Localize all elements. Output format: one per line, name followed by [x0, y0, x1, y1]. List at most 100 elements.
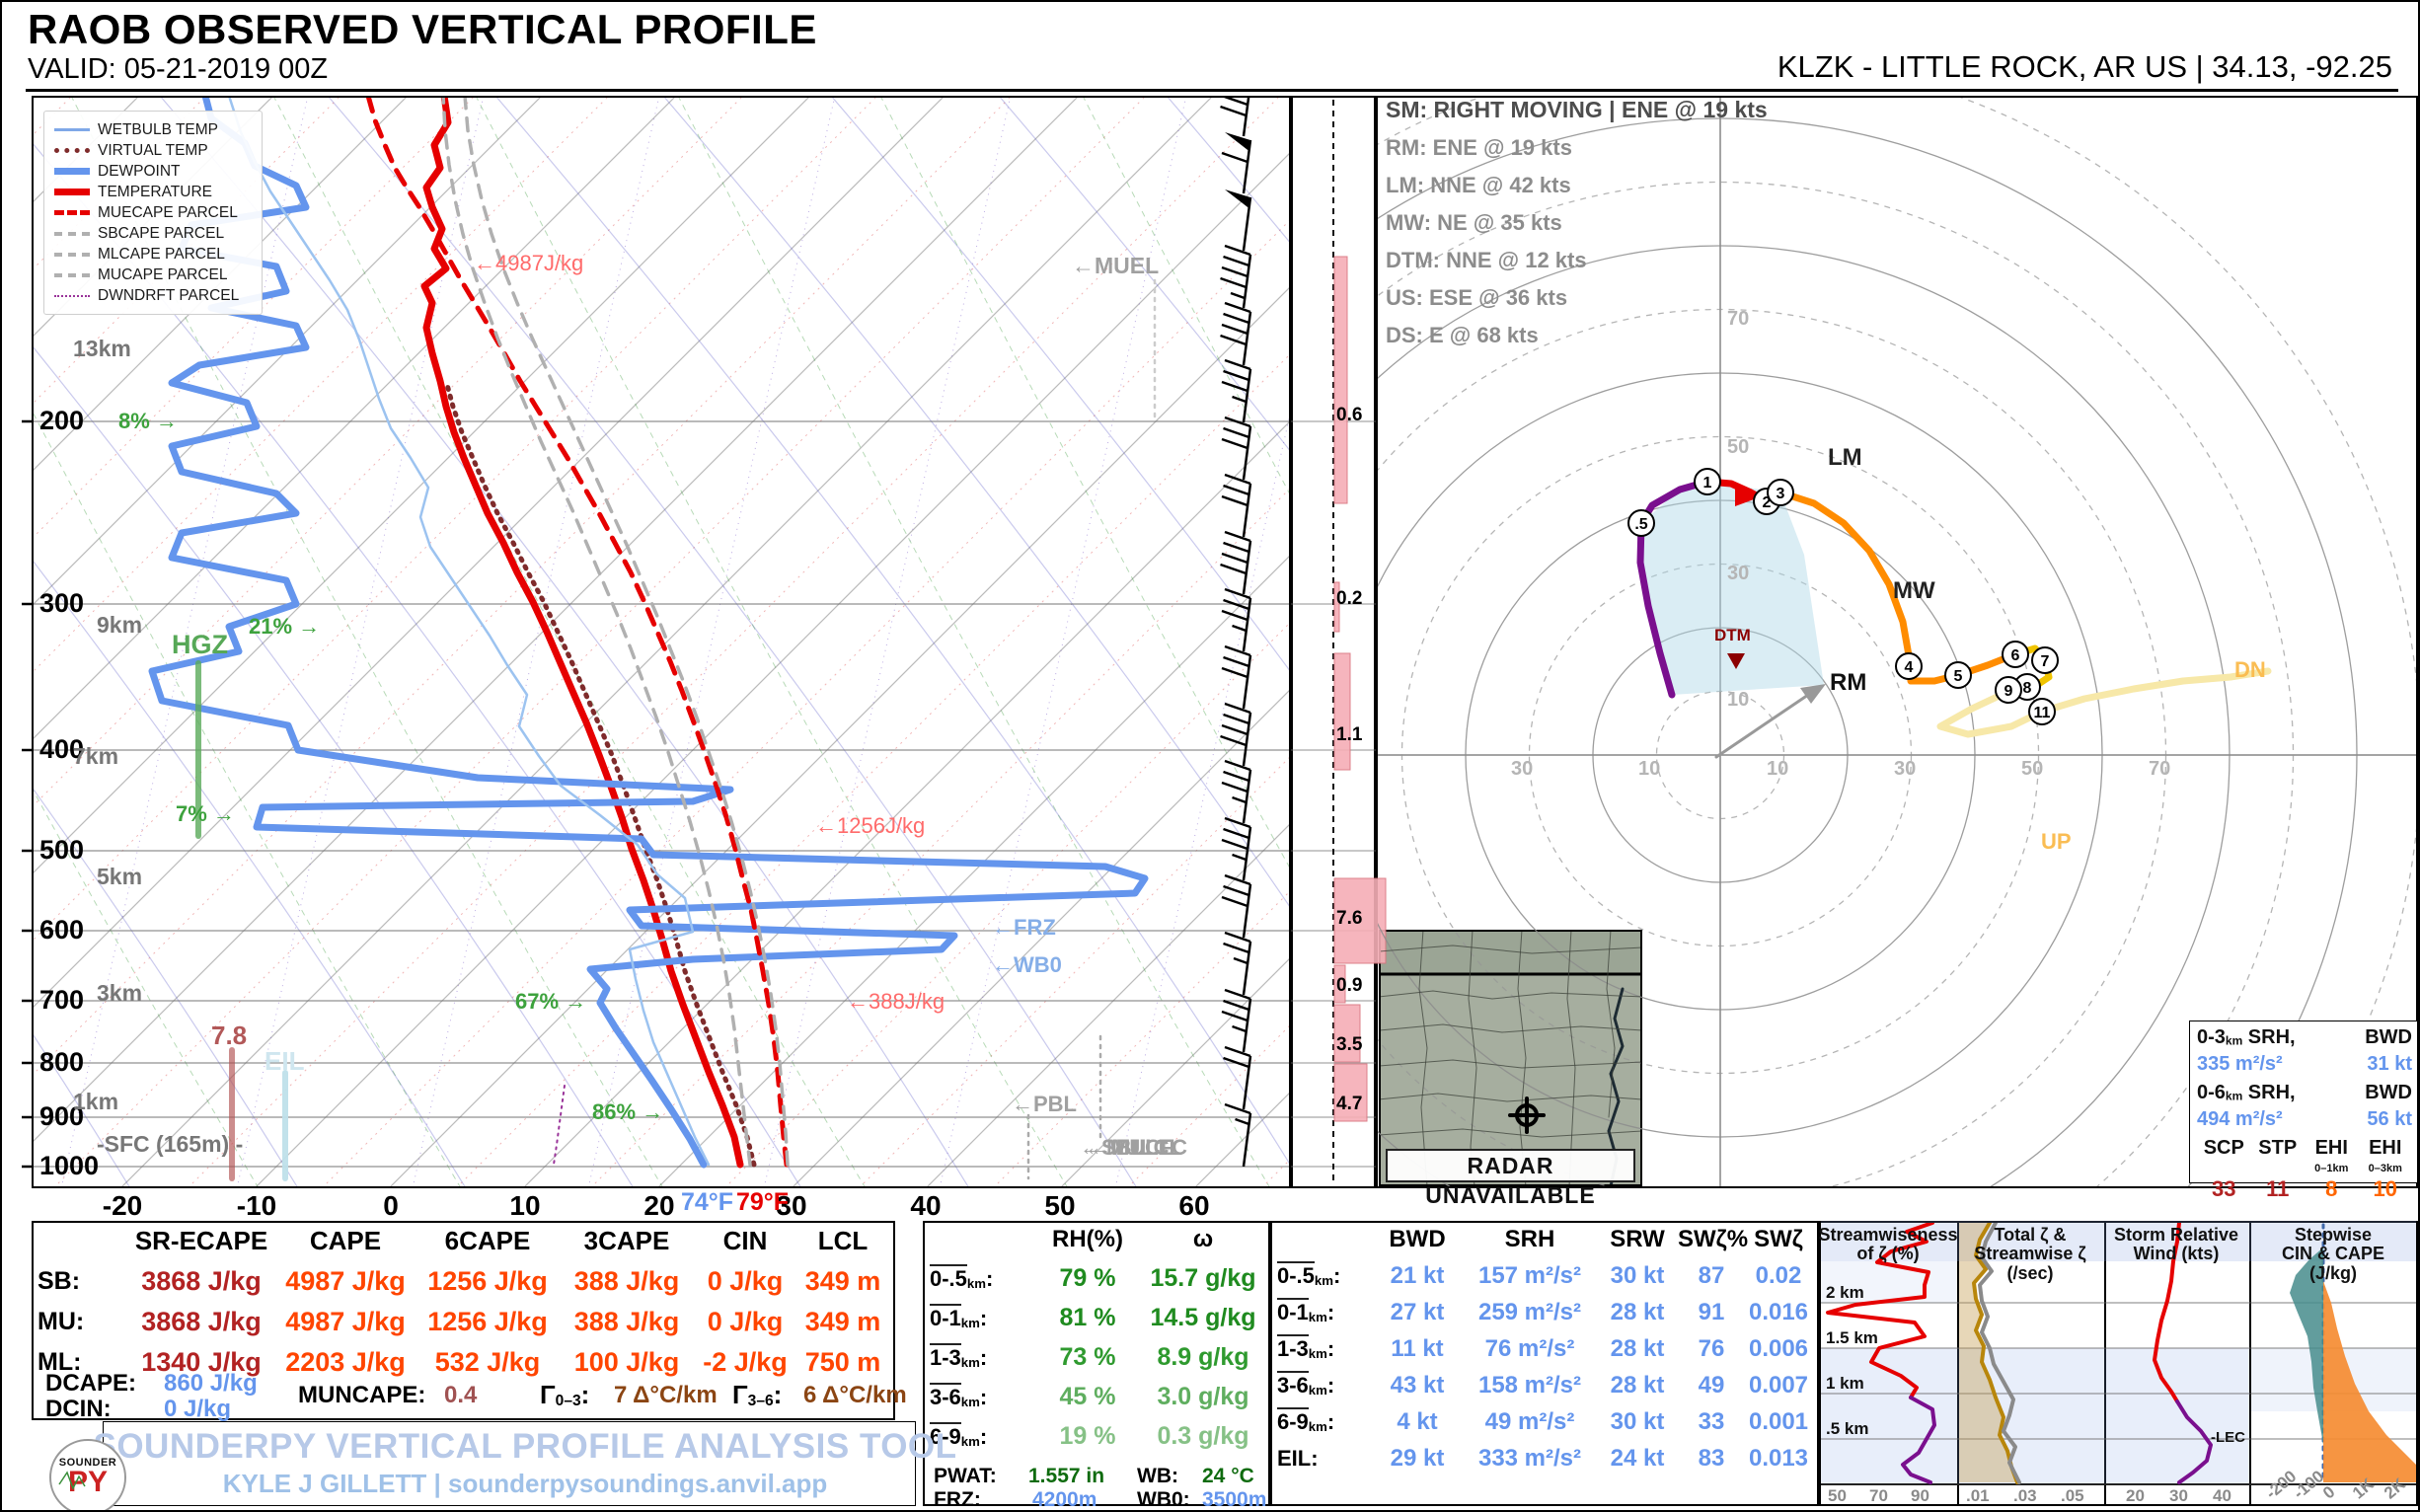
muncape-label: MUNCAPE: — [298, 1382, 426, 1408]
ring-label: 70 — [2149, 758, 2171, 780]
kin-value: 0.016 — [1748, 1299, 1809, 1325]
kin-value: 21 kt — [1390, 1262, 1445, 1289]
dcape-label: DCAPE: — [45, 1370, 137, 1397]
temp-tick: 40 — [910, 1190, 942, 1221]
legend-label: MUECAPE PARCEL — [98, 203, 238, 221]
rh-value: 19 % — [1059, 1422, 1116, 1450]
stp-header: STP — [2258, 1137, 2298, 1159]
thermo-table: SR-ECAPE CAPE 6CAPE 3CAPE CIN LCL SB: 38… — [38, 1226, 890, 1378]
skewt-legend: WETBULB TEMP VIRTUAL TEMP DEWPOINT TEMPE… — [43, 111, 263, 315]
pressure-label: 900 — [39, 1101, 85, 1131]
storm-motion-rm: RM: ENE @ 19 kts — [1386, 135, 1572, 160]
srh-header: SRH — [1504, 1226, 1555, 1252]
rh-annotation: 86% → — [592, 1099, 664, 1124]
thermo-header: CIN — [722, 1226, 768, 1255]
mulcl-annotation: ←MULCL — [1085, 1135, 1182, 1160]
pressure-label: 200 — [39, 406, 85, 435]
dcin-label: DCIN: — [45, 1396, 112, 1422]
rh-value: 81 % — [1059, 1304, 1116, 1331]
thermo-header: 6CAPE — [444, 1226, 531, 1255]
ehi1-header: EHI 0–1km — [2314, 1137, 2349, 1174]
thermo-row-label: ML: — [38, 1348, 82, 1376]
rh-header: RH(%) — [1052, 1226, 1123, 1252]
kin-value: 28 kt — [1610, 1335, 1665, 1362]
hgz-label: HGZ — [172, 630, 228, 659]
omega-bar-label: 0.6 — [1336, 405, 1363, 425]
p3-tick: 40 — [2213, 1486, 2231, 1505]
pressure-label: 600 — [39, 915, 85, 945]
omega-bar-label: 1.1 — [1336, 724, 1363, 745]
kin-value: 0.007 — [1748, 1372, 1809, 1399]
legend-label: DWNDRFT PARCEL — [98, 286, 240, 304]
cape6-annotation: ←1256J/kg — [815, 813, 926, 838]
legend-item: DEWPOINT — [50, 161, 256, 182]
rm-label: RM — [1830, 669, 1867, 696]
layer-label: 3-6km: — [1277, 1371, 1335, 1398]
ring-label: 70 — [1727, 308, 1750, 330]
bwd3-value: 31 kt — [2367, 1053, 2412, 1075]
gamma36-label: Γ3–6: — [732, 1380, 783, 1410]
layer-label: 0-.5km: — [930, 1263, 994, 1291]
p1-tick: 90 — [1911, 1486, 1929, 1505]
dcin-value: 0 J/kg — [164, 1396, 232, 1422]
kin-value: 158 m²/s² — [1477, 1372, 1582, 1399]
temp-tick: 20 — [643, 1190, 675, 1221]
dcape-value: 860 J/kg — [164, 1370, 258, 1397]
pwat-label: PWAT: — [934, 1465, 997, 1487]
radar-unavailable-label: RADAR UNAVAILABLE — [1386, 1149, 1635, 1208]
kin-value: 30 kt — [1610, 1262, 1665, 1289]
legend-item: SBCAPE PARCEL — [50, 223, 256, 244]
kin-value: 0.006 — [1748, 1335, 1809, 1362]
header-rule — [26, 89, 2398, 92]
storm-motion-header: SM: RIGHT MOVING | ENE @ 19 kts — [1386, 97, 1768, 122]
dewpoint-swatch-icon — [54, 168, 90, 175]
thermo-header: CAPE — [309, 1226, 382, 1255]
legend-label: MLCAPE PARCEL — [98, 245, 225, 263]
up-label: UP — [2041, 829, 2072, 854]
p1-tick: 70 — [1869, 1486, 1888, 1505]
footer-box — [103, 1421, 916, 1506]
surface-dewpoint-label: 74°F — [681, 1188, 734, 1216]
pbl-annotation: ←PBL — [1012, 1092, 1077, 1116]
temp-tick: 50 — [1044, 1190, 1076, 1221]
legend-label: TEMPERATURE — [98, 183, 212, 200]
kin-value: 29 kt — [1390, 1445, 1445, 1472]
panel-divider-1 — [1957, 1221, 1959, 1506]
lec-label: -LEC — [2211, 1429, 2245, 1446]
mulfc-annotation: ←MULFC — [1090, 1135, 1187, 1160]
ring-label: 30 — [1727, 563, 1750, 584]
p2-tick: .05 — [2061, 1486, 2084, 1505]
height-1km: 1 km — [1826, 1374, 1864, 1393]
kin-value: 24 kt — [1610, 1445, 1665, 1472]
kin-value: 0.013 — [1748, 1445, 1809, 1472]
mixing-value: 0.3 g/kg — [1157, 1422, 1249, 1450]
sb-3cape: 388 J/kg — [573, 1266, 680, 1296]
footer-title: SOUNDERPY VERTICAL PROFILE ANALYSIS TOOL — [93, 1427, 957, 1466]
bwd3-label: BWD — [2365, 1026, 2412, 1048]
kin-value: 0.02 — [1755, 1262, 1802, 1289]
muncape-value: 0.4 — [444, 1382, 478, 1408]
legend-item: DWNDRFT PARCEL — [50, 285, 256, 306]
ml-6cape: 532 J/kg — [434, 1347, 541, 1377]
legend-item: MUECAPE PARCEL — [50, 202, 256, 223]
storm-motion-lm: LM: NNE @ 42 kts — [1386, 173, 1571, 197]
height-label: 1km — [73, 1089, 119, 1114]
omega-bar-label: 7.6 — [1336, 908, 1363, 929]
kin-value: 76 — [1698, 1335, 1725, 1362]
legend-item: WETBULB TEMP — [50, 119, 256, 140]
pwat-value: 1.557 in — [1028, 1465, 1105, 1487]
height-label: 7km — [73, 743, 119, 769]
legend-label: WETBULB TEMP — [98, 120, 219, 138]
height-half-km: .5 km — [1826, 1419, 1869, 1438]
kin-value: 333 m²/s² — [1477, 1445, 1582, 1472]
surface-temp-label: 79°F — [736, 1188, 790, 1216]
panel4-title: Stepwise CIN & CAPE (J/kg) — [2281, 1225, 2385, 1283]
swzeta-pct-header: SWζ% — [1678, 1226, 1749, 1252]
temp-tick: 0 — [383, 1190, 399, 1221]
muel-annotation: ←MUEL — [1072, 253, 1160, 278]
layer-label: 1-3km: — [930, 1342, 988, 1370]
height-label: 5km — [97, 864, 143, 889]
page-title: RAOB OBSERVED VERTICAL PROFILE — [28, 6, 817, 52]
mucape-swatch-icon — [54, 272, 90, 277]
radar-map-inset — [1379, 930, 1642, 1186]
